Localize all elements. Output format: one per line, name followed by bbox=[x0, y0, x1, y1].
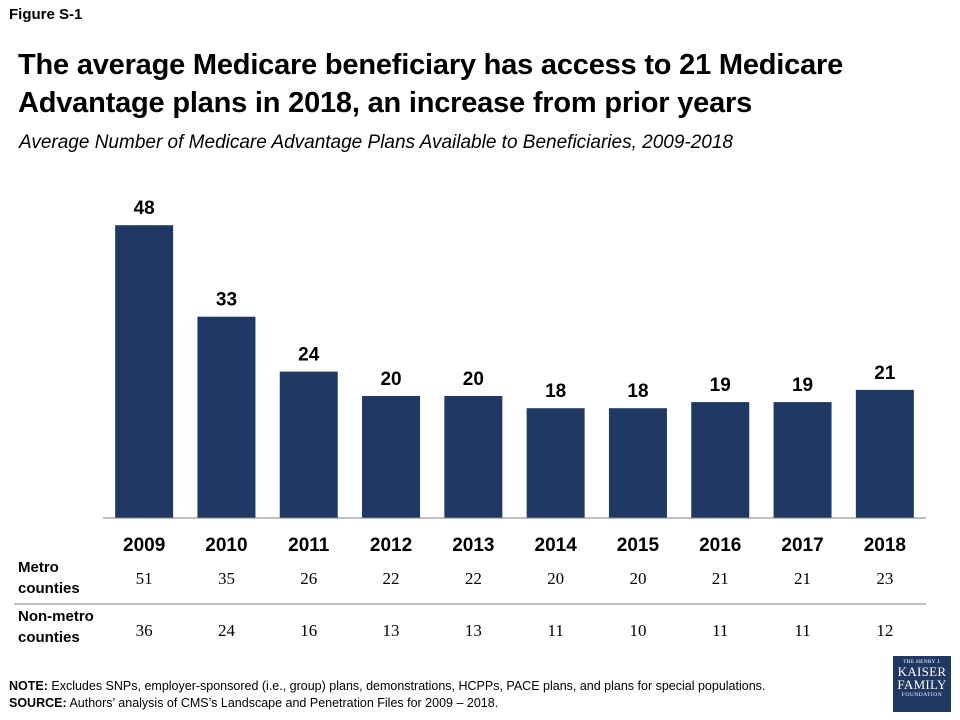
data-label-2009: 48 bbox=[134, 198, 155, 219]
row-header-nonmetro-line2: counties bbox=[18, 629, 80, 646]
kff-logo: THE HENRY J. KAISER FAMILY FOUNDATION bbox=[893, 656, 951, 712]
note-line: NOTE: Excludes SNPs, employer-sponsored … bbox=[9, 678, 889, 695]
metro-value-2018: 23 bbox=[876, 569, 893, 588]
bar-2013 bbox=[444, 396, 503, 518]
row-header-nonmetro-line1: Non-metro bbox=[18, 608, 94, 625]
metro-value-2013: 22 bbox=[465, 569, 482, 588]
nonmetro-value-2014: 11 bbox=[547, 621, 563, 640]
data-label-2010: 33 bbox=[216, 290, 237, 311]
data-label-2018: 21 bbox=[874, 363, 896, 384]
x-tick-2014: 2014 bbox=[535, 535, 578, 556]
row-header-metro: Metro counties bbox=[18, 557, 80, 599]
metro-value-2015: 20 bbox=[629, 569, 646, 588]
data-label-2011: 24 bbox=[298, 345, 320, 366]
bar-2011 bbox=[279, 371, 338, 518]
metro-value-2014: 20 bbox=[547, 569, 564, 588]
nonmetro-value-2017: 11 bbox=[794, 621, 810, 640]
source-text: Authors’ analysis of CMS’s Landscape and… bbox=[66, 696, 499, 710]
bar-2017 bbox=[773, 402, 832, 518]
data-label-2015: 18 bbox=[627, 381, 648, 402]
source-line: SOURCE: Authors’ analysis of CMS’s Lands… bbox=[9, 695, 889, 712]
metro-value-2012: 22 bbox=[383, 569, 400, 588]
chart-title: The average Medicare beneficiary has acc… bbox=[18, 49, 844, 119]
row-header-nonmetro: Non-metro counties bbox=[18, 606, 94, 648]
x-tick-2018: 2018 bbox=[864, 535, 906, 556]
nonmetro-value-2012: 13 bbox=[383, 621, 400, 640]
logo-line4: FOUNDATION bbox=[901, 692, 943, 698]
logo-line3: FAMILY bbox=[897, 677, 947, 692]
x-tick-2009: 2009 bbox=[123, 535, 165, 556]
note-label: NOTE: bbox=[9, 679, 48, 693]
data-label-2012: 20 bbox=[380, 369, 401, 390]
bar-2014 bbox=[526, 408, 585, 518]
metro-value-2009: 51 bbox=[136, 569, 153, 588]
metro-value-2016: 21 bbox=[712, 569, 729, 588]
metro-value-2017: 21 bbox=[794, 569, 811, 588]
bar-2009 bbox=[115, 225, 174, 518]
nonmetro-value-2010: 24 bbox=[218, 621, 236, 640]
bar-2018 bbox=[855, 389, 914, 518]
bar-2016 bbox=[691, 402, 750, 518]
logo-line1: THE HENRY J. bbox=[903, 659, 941, 665]
metro-value-2011: 26 bbox=[300, 569, 317, 588]
x-tick-2017: 2017 bbox=[781, 535, 823, 556]
data-label-2016: 19 bbox=[710, 375, 731, 396]
nonmetro-value-2015: 10 bbox=[629, 621, 646, 640]
x-tick-2012: 2012 bbox=[370, 535, 412, 556]
x-tick-2016: 2016 bbox=[699, 535, 741, 556]
nonmetro-value-2018: 12 bbox=[876, 621, 893, 640]
nonmetro-value-2016: 11 bbox=[712, 621, 728, 640]
logo-line2: KAISER bbox=[897, 664, 947, 679]
nonmetro-value-2009: 36 bbox=[136, 621, 153, 640]
bar-2010 bbox=[197, 316, 256, 518]
nonmetro-value-2011: 16 bbox=[300, 621, 317, 640]
nonmetro-value-2013: 13 bbox=[465, 621, 482, 640]
x-tick-2011: 2011 bbox=[288, 535, 330, 556]
chart-subtitle: Average Number of Medicare Advantage Pla… bbox=[19, 132, 733, 153]
data-label-2013: 20 bbox=[463, 369, 484, 390]
data-label-2017: 19 bbox=[792, 375, 813, 396]
bar-2015 bbox=[608, 408, 667, 518]
bar-2012 bbox=[362, 396, 421, 518]
source-label: SOURCE: bbox=[9, 696, 67, 710]
x-tick-2010: 2010 bbox=[205, 535, 247, 556]
row-header-metro-line1: Metro bbox=[18, 559, 59, 576]
metro-value-2010: 35 bbox=[218, 569, 235, 588]
note-text: Excludes SNPs, employer-sponsored (i.e.,… bbox=[47, 679, 766, 693]
data-label-2014: 18 bbox=[545, 381, 566, 402]
x-tick-2015: 2015 bbox=[617, 535, 660, 556]
figure-label: Figure S-1 bbox=[9, 6, 83, 23]
x-tick-2013: 2013 bbox=[452, 535, 494, 556]
footnotes: NOTE: Excludes SNPs, employer-sponsored … bbox=[9, 678, 889, 712]
row-header-metro-line2: counties bbox=[18, 580, 80, 597]
